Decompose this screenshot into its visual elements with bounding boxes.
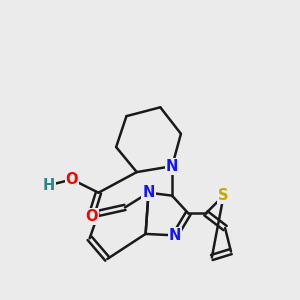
Text: N: N (142, 185, 155, 200)
Text: O: O (66, 172, 78, 187)
Text: H: H (42, 178, 55, 193)
Text: N: N (166, 159, 178, 174)
Text: O: O (85, 209, 98, 224)
Text: S: S (218, 188, 229, 203)
Text: N: N (169, 228, 181, 243)
